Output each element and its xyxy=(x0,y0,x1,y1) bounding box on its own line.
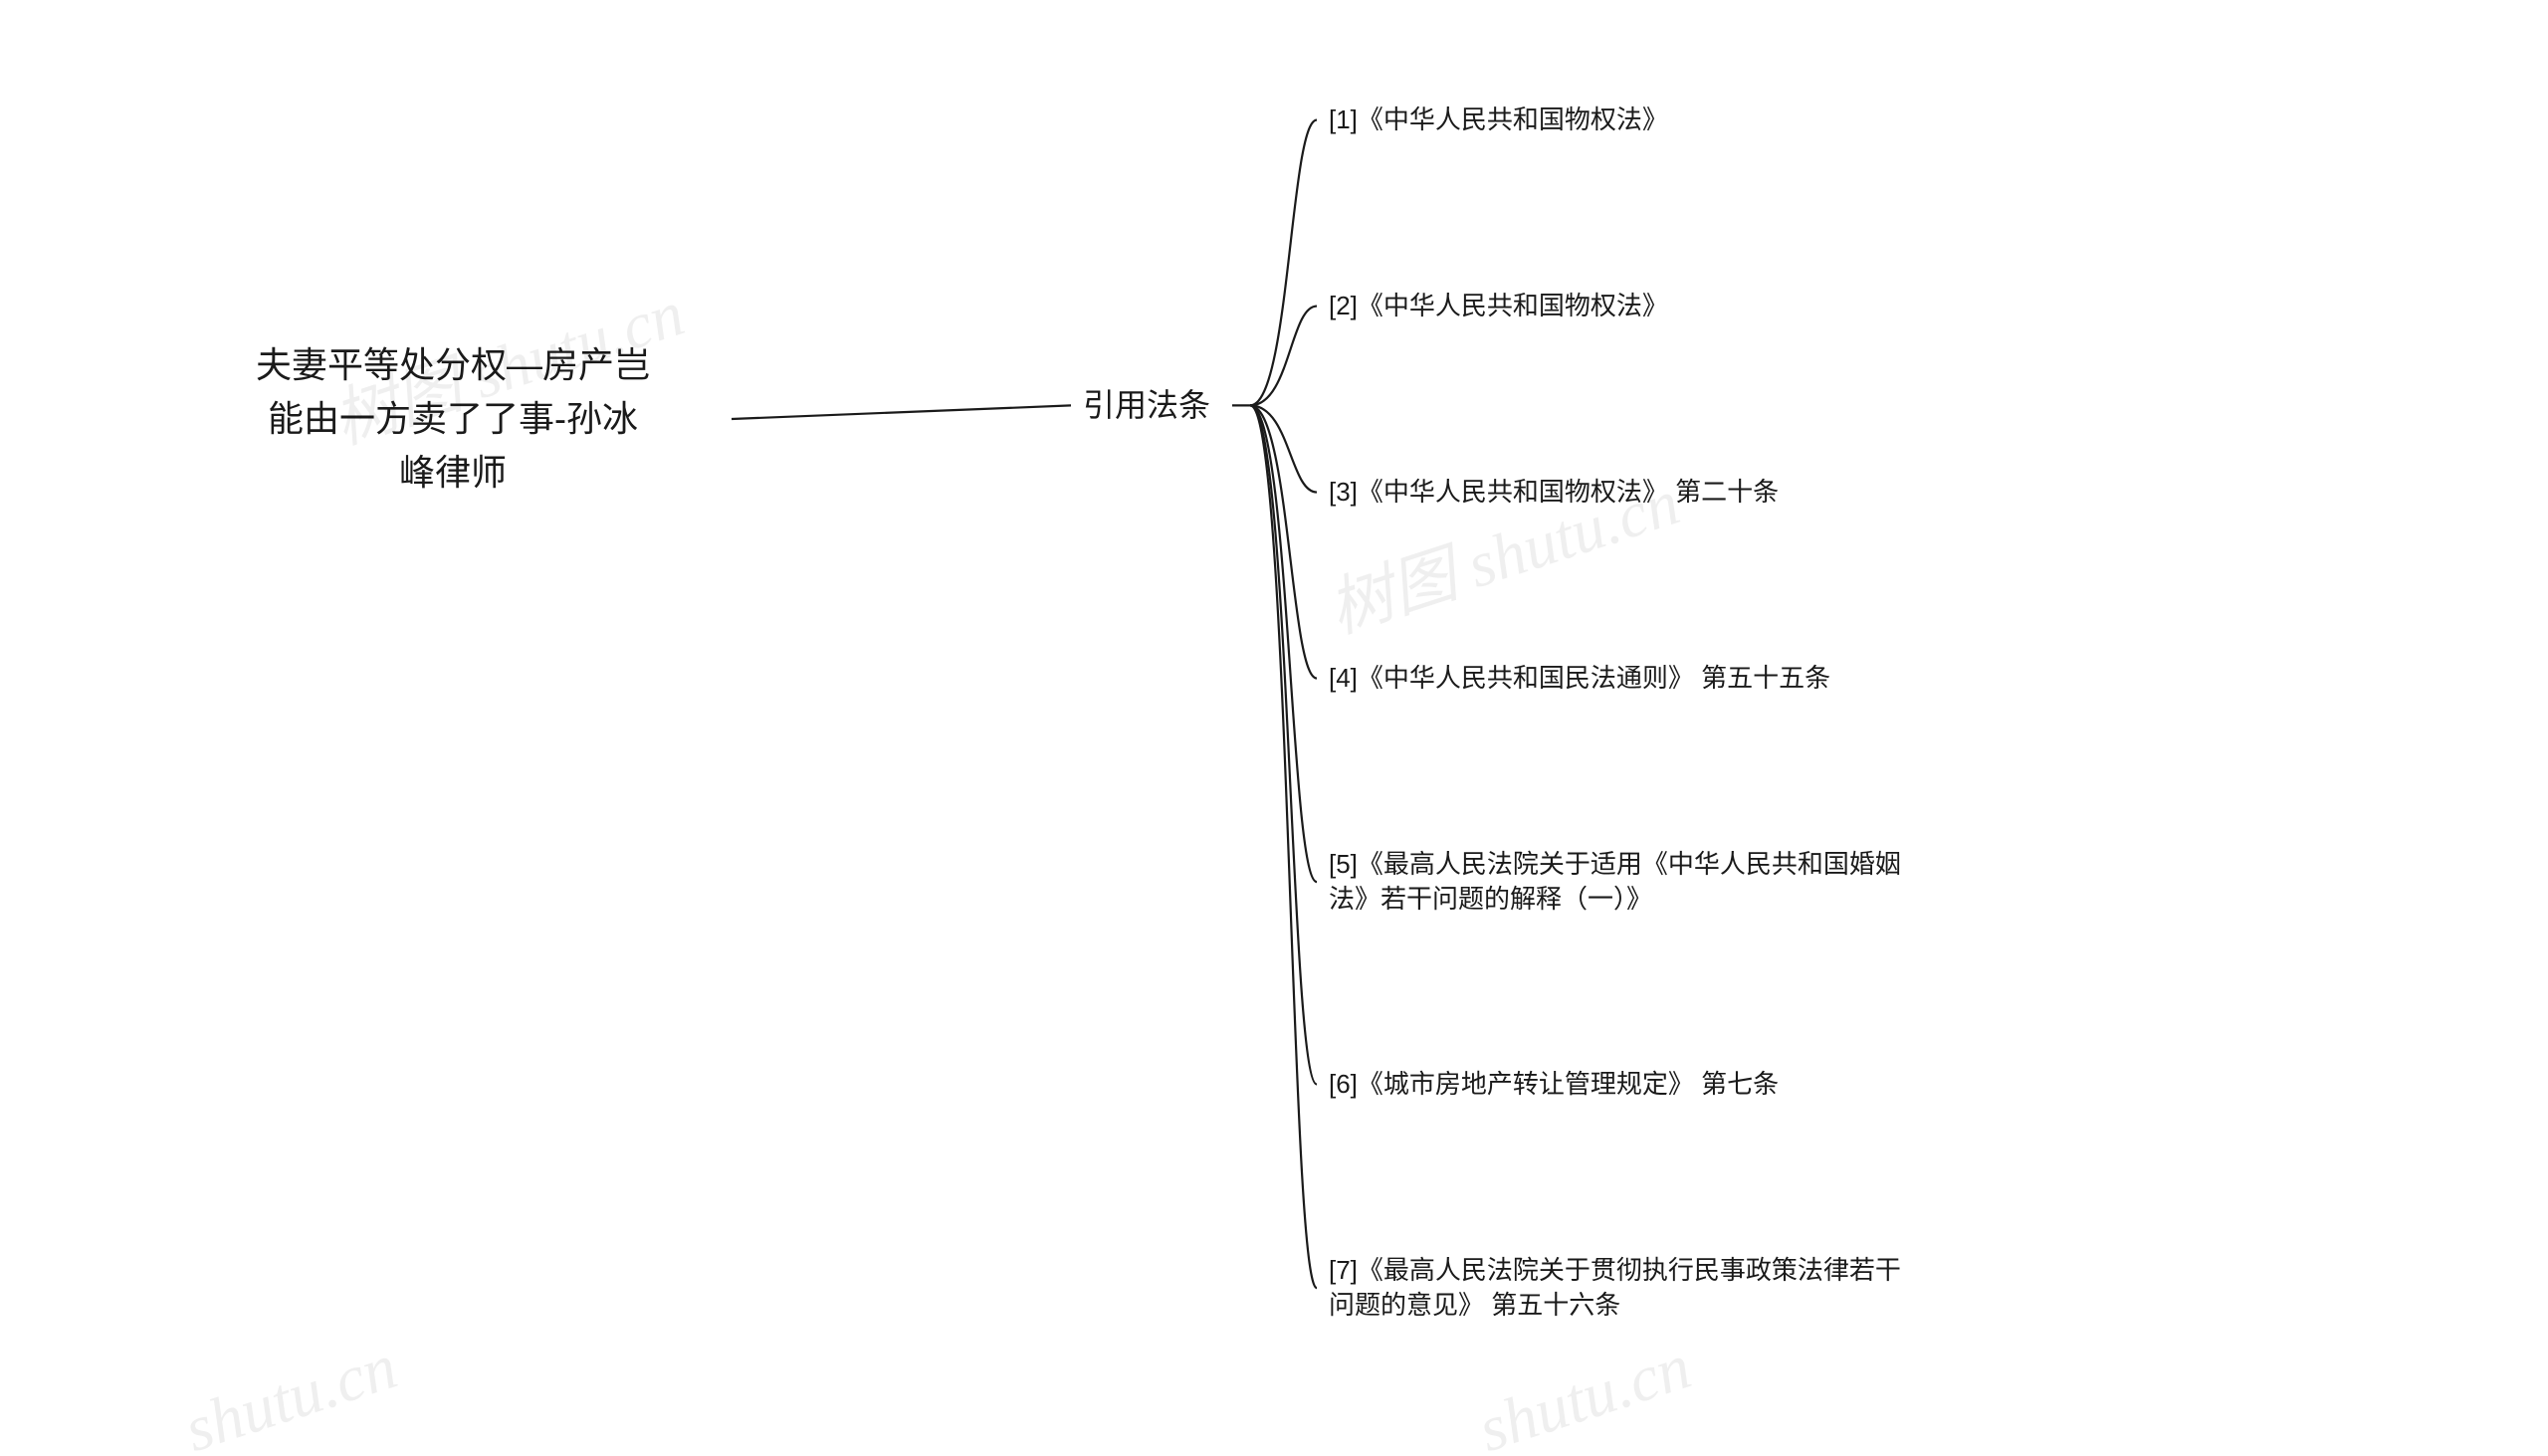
leaf-node[interactable]: [6]《城市房地产转让管理规定》 第七条 xyxy=(1329,1067,1779,1102)
leaf-text: [4]《中华人民共和国民法通则》 第五十五条 xyxy=(1329,663,1830,693)
leaf-node[interactable]: [7]《最高人民法院关于贯彻执行民事政策法律若干问题的意见》 第五十六条 xyxy=(1329,1253,1916,1323)
watermark: shutu.cn xyxy=(176,1330,406,1456)
leaf-text: [5]《最高人民法院关于适用《中华人民共和国婚姻法》若干问题的解释（一）》 xyxy=(1329,849,1901,914)
leaf-node[interactable]: [1]《中华人民共和国物权法》 xyxy=(1329,103,1668,137)
child-label: 引用法条 xyxy=(1083,387,1210,423)
leaf-node[interactable]: [2]《中华人民共和国物权法》 xyxy=(1329,289,1668,323)
leaf-node[interactable]: [3]《中华人民共和国物权法》 第二十条 xyxy=(1329,475,1779,510)
leaf-node[interactable]: [5]《最高人民法院关于适用《中华人民共和国婚姻法》若干问题的解释（一）》 xyxy=(1329,847,1916,917)
child-node[interactable]: 引用法条 xyxy=(1083,383,1242,428)
leaf-node[interactable]: [4]《中华人民共和国民法通则》 第五十五条 xyxy=(1329,661,1830,696)
leaf-text: [2]《中华人民共和国物权法》 xyxy=(1329,291,1668,320)
mindmap-canvas: 夫妻平等处分权—房产岂 能由一方卖了了事-孙冰 峰律师 引用法条 [1]《中华人… xyxy=(0,0,2548,1456)
root-line1: 夫妻平等处分权—房产岂 xyxy=(184,338,722,392)
leaf-text: [1]《中华人民共和国物权法》 xyxy=(1329,104,1668,134)
leaf-text: [6]《城市房地产转让管理规定》 第七条 xyxy=(1329,1069,1779,1099)
root-node[interactable]: 夫妻平等处分权—房产岂 能由一方卖了了事-孙冰 峰律师 xyxy=(184,338,722,500)
watermark: shutu.cn xyxy=(1470,1330,1700,1456)
root-line2: 能由一方卖了了事-孙冰 xyxy=(184,392,722,446)
connector-lines xyxy=(0,0,2548,1456)
leaf-text: [3]《中华人民共和国物权法》 第二十条 xyxy=(1329,477,1779,507)
root-line3: 峰律师 xyxy=(184,446,722,500)
leaf-text: [7]《最高人民法院关于贯彻执行民事政策法律若干问题的意见》 第五十六条 xyxy=(1329,1255,1901,1320)
